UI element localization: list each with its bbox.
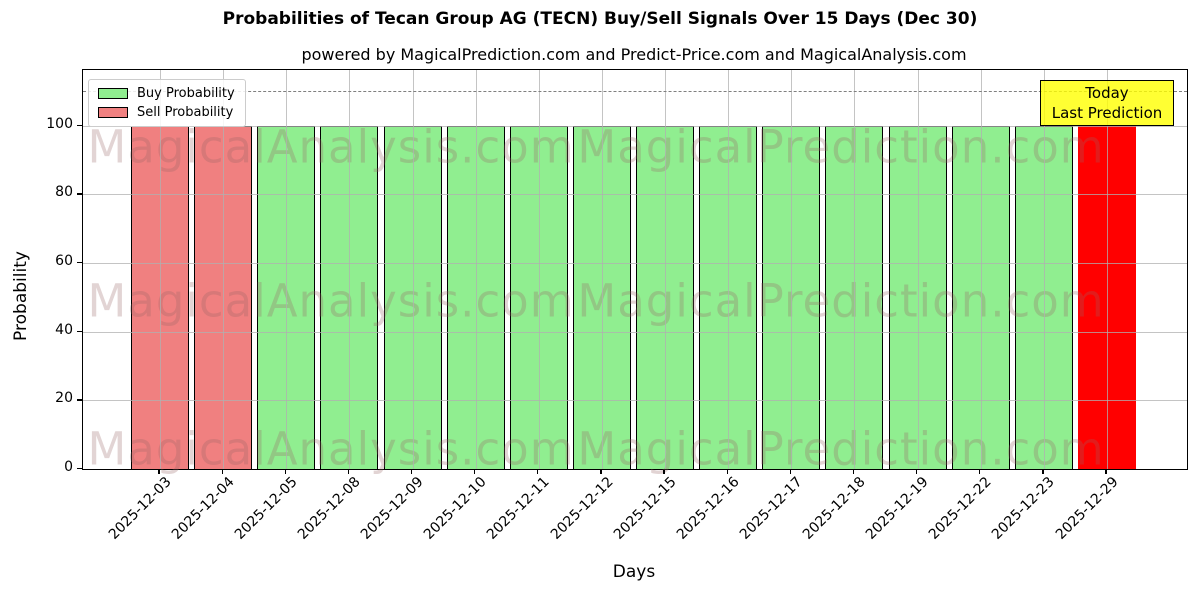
y-tick-0 — [77, 468, 82, 470]
x-tick-2025-12-04 — [221, 469, 223, 474]
today-annotation: Today Last Prediction — [1040, 80, 1174, 126]
gridline-x-2025-12-12 — [601, 70, 603, 469]
x-tick-2025-12-05 — [284, 469, 286, 474]
y-tick-100 — [77, 124, 82, 126]
x-tick-label-text: 2025-12-19 — [863, 474, 932, 543]
x-tick-label-text: 2025-12-08 — [294, 474, 364, 543]
x-tick-2025-12-17 — [789, 469, 791, 474]
x-tick-label-text: 2025-12-11 — [484, 474, 554, 543]
watermark-left-row2: MagicalAnalysis.com — [87, 274, 575, 328]
x-tick-2025-12-15 — [663, 469, 665, 474]
gridline-x-2025-12-16 — [728, 70, 730, 469]
gridline-x-2025-12-05 — [286, 70, 288, 469]
y-tick-20 — [77, 399, 82, 401]
y-tick-label-100: 100 — [46, 115, 73, 132]
sell-swatch-icon — [98, 107, 128, 118]
plot-area: Buy Probability Sell Probability Today La… — [82, 69, 1188, 476]
gridline-y-100 — [83, 125, 1187, 127]
x-tick-label-text: 2025-12-04 — [168, 474, 238, 543]
y-tick-40 — [77, 330, 82, 332]
buy-swatch-icon — [98, 88, 128, 99]
gridline-y-40 — [83, 331, 1187, 333]
x-tick-2025-12-22 — [979, 469, 981, 474]
dashed-threshold-line — [83, 91, 1187, 93]
y-tick-label-0: 0 — [64, 459, 73, 475]
x-tick-2025-12-29 — [1105, 469, 1107, 474]
gridline-x-2025-12-15 — [665, 70, 667, 469]
legend-item-sell: Sell Probability — [98, 106, 235, 119]
x-tick-2025-12-16 — [726, 469, 728, 474]
gridline-x-2025-12-04 — [223, 70, 225, 469]
legend-item-buy: Buy Probability — [98, 87, 235, 100]
gridline-y-20 — [83, 400, 1187, 402]
chart-subtitle: powered by MagicalPrediction.com and Pre… — [301, 45, 967, 64]
x-tick-2025-12-19 — [915, 469, 918, 474]
gridline-x-2025-12-19 — [917, 70, 919, 469]
gridline-x-2025-12-11 — [538, 70, 540, 469]
x-tick-2025-12-18 — [852, 469, 855, 474]
y-tick-label-60: 60 — [55, 252, 73, 269]
y-tick-label-80: 80 — [55, 184, 73, 201]
x-tick-label-text: 2025-12-05 — [231, 474, 301, 543]
gridline-y-80 — [83, 194, 1187, 196]
gridline-x-2025-12-17 — [791, 70, 793, 469]
x-tick-label-text: 2025-12-18 — [799, 474, 869, 543]
x-tick-2025-12-08 — [347, 469, 350, 474]
x-tick-label-text: 2025-12-03 — [105, 474, 175, 543]
today-annotation-line2: Last Prediction — [1051, 104, 1163, 122]
chart-title: Probabilities of Tecan Group AG (TECN) B… — [222, 9, 978, 29]
x-tick-label-text: 2025-12-12 — [547, 474, 617, 543]
x-tick-2025-12-12 — [600, 469, 602, 474]
legend-label-sell: Sell Probability — [137, 105, 234, 120]
x-tick-label-text: 2025-12-15 — [610, 474, 680, 543]
gridline-x-2025-12-09 — [412, 70, 414, 469]
y-tick-80 — [77, 193, 82, 195]
gridline-x-2025-12-22 — [980, 70, 982, 469]
gridline-x-2025-12-29 — [1106, 70, 1108, 469]
gridline-x-2025-12-23 — [1043, 70, 1045, 469]
watermark-left-row1: MagicalAnalysis.com — [87, 120, 575, 174]
x-tick-label-text: 2025-12-23 — [989, 474, 1059, 543]
watermark-right-row3: MagicalPrediction.com — [577, 422, 1105, 476]
x-tick-2025-12-09 — [410, 469, 413, 474]
legend-label-buy: Buy Probability — [137, 86, 235, 101]
x-tick-2025-12-11 — [537, 469, 539, 474]
watermark-right-row1: MagicalPrediction.com — [577, 120, 1105, 174]
x-tick-label-text: 2025-12-17 — [736, 474, 806, 543]
x-tick-label-text: 2025-12-16 — [673, 474, 743, 543]
x-tick-label-text: 2025-12-22 — [926, 474, 996, 543]
watermark-left-row3: MagicalAnalysis.com — [87, 422, 575, 476]
x-tick-label-text: 2025-12-10 — [421, 474, 490, 543]
watermark-right-row2: MagicalPrediction.com — [577, 274, 1105, 328]
x-tick-2025-12-23 — [1042, 469, 1044, 474]
x-tick-2025-12-03 — [158, 469, 160, 474]
x-axis-label: Days — [612, 562, 656, 582]
gridline-x-2025-12-03 — [160, 70, 161, 469]
y-tick-label-40: 40 — [55, 321, 73, 338]
y-tick-60 — [77, 261, 82, 264]
legend: Buy Probability Sell Probability — [88, 79, 246, 127]
gridline-x-2025-12-10 — [475, 70, 477, 469]
x-tick-label-text: 2025-12-09 — [357, 474, 427, 543]
gridline-x-2025-12-08 — [349, 70, 351, 469]
y-tick-label-20: 20 — [55, 390, 73, 407]
x-tick-2025-12-10 — [474, 469, 476, 474]
x-tick-label-text: 2025-12-29 — [1052, 474, 1122, 543]
today-annotation-line1: Today — [1085, 84, 1129, 102]
gridline-x-2025-12-18 — [854, 70, 856, 469]
gridline-y-60 — [83, 262, 1187, 264]
